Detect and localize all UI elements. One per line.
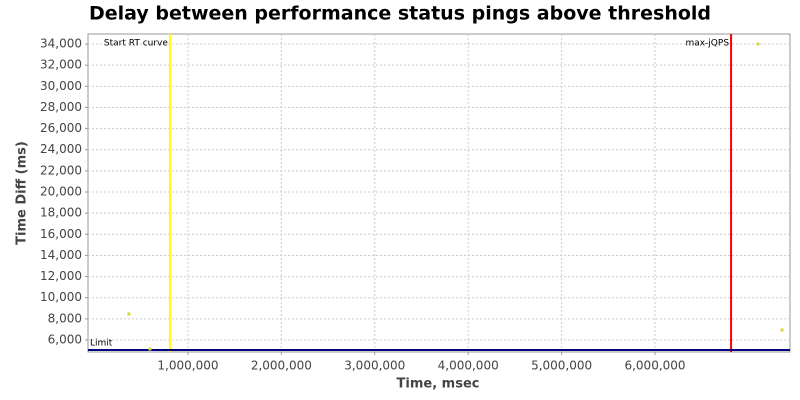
y-tick-label: 12,000	[40, 269, 82, 283]
y-tick-label: 6,000	[48, 333, 82, 347]
y-tick-label: 32,000	[40, 58, 82, 72]
y-axis-label: Time Diff (ms)	[15, 141, 30, 245]
chart-title: Delay between performance status pings a…	[89, 3, 711, 25]
point	[756, 42, 760, 46]
marker-label: max-jQPS	[685, 39, 729, 49]
point	[148, 347, 152, 351]
y-tick-label: 20,000	[40, 185, 82, 199]
y-tick-label: 24,000	[40, 142, 82, 156]
y-tick-label: 14,000	[40, 248, 82, 262]
plot-area	[87, 33, 791, 353]
marker-label: Limit	[90, 339, 113, 349]
y-tick-label: 26,000	[40, 121, 82, 135]
point	[780, 328, 784, 332]
x-tick-label: 5,000,000	[531, 359, 592, 373]
point	[127, 312, 131, 316]
marker-label: Start RT curve	[104, 39, 168, 49]
x-tick-label: 4,000,000	[438, 359, 499, 373]
y-tick-label: 28,000	[40, 100, 82, 114]
y-tick-label: 34,000	[40, 37, 82, 51]
x-tick-label: 6,000,000	[624, 359, 685, 373]
y-tick-label: 18,000	[40, 206, 82, 220]
y-tick-label: 22,000	[40, 163, 82, 177]
x-tick-label: 2,000,000	[251, 359, 312, 373]
y-tick-label: 30,000	[40, 79, 82, 93]
y-tick-label: 16,000	[40, 227, 82, 241]
x-axis-label: Time, msec	[397, 377, 480, 392]
x-tick-label: 1,000,000	[157, 359, 218, 373]
y-tick-label: 8,000	[48, 311, 82, 325]
x-tick-label: 3,000,000	[344, 359, 405, 373]
y-tick-label: 10,000	[40, 290, 82, 304]
